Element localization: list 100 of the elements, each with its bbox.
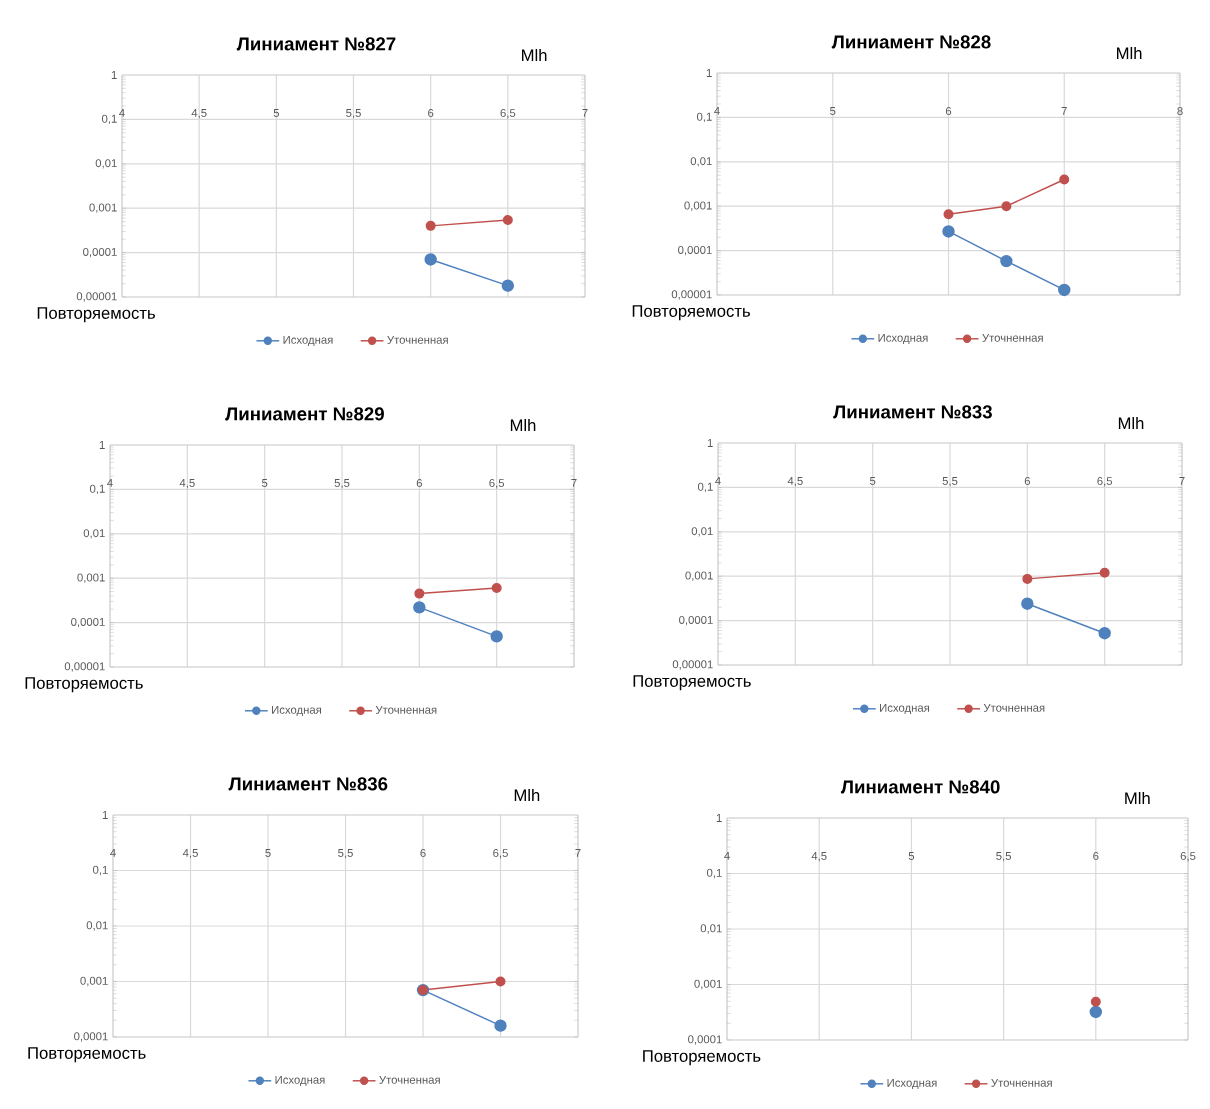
legend-label: Уточненная <box>991 1078 1052 1087</box>
y-axis-title: Повторяемость <box>643 1050 761 1066</box>
y-tick-label: 0,1 <box>101 114 117 125</box>
x-tick-label: 6,5 <box>1097 477 1113 487</box>
chart-title: Линиамент №828 <box>831 35 991 49</box>
x-axis-title: Mlh <box>1125 791 1150 805</box>
legend-label: Исходная <box>887 1078 937 1089</box>
legend-label: Исходная <box>880 703 930 714</box>
x-tick-label: 7 <box>582 109 588 117</box>
chart-title: Линиамент №840 <box>840 780 1000 794</box>
y-tick-label: 0,0001 <box>71 617 105 628</box>
x-axis-title: Mlh <box>1118 416 1144 430</box>
y-tick-label: 0,0001 <box>74 1032 108 1042</box>
y-axis-title: Повторяемость <box>25 677 143 693</box>
y-tick-label: 0,001 <box>89 203 117 213</box>
x-tick-label: 6 <box>428 109 434 118</box>
y-tick-label: 0,001 <box>77 573 105 583</box>
y-tick-label: 1 <box>716 814 722 822</box>
y-tick-label: 0,01 <box>83 529 105 539</box>
y-tick-label: 0,001 <box>80 976 108 987</box>
y-tick-label: 0,01 <box>95 159 117 169</box>
y-tick-label: 0,01 <box>690 157 712 167</box>
y-tick-label: 0,001 <box>694 979 722 990</box>
y-tick-label: 0,0001 <box>678 245 712 256</box>
x-tick-label: 5,5 <box>996 852 1012 862</box>
x-tick-label: 5 <box>908 852 915 860</box>
chart-title: Линиамент №836 <box>228 777 388 791</box>
x-tick-label: 8 <box>1177 107 1183 116</box>
y-tick-label: 0,1 <box>696 112 712 123</box>
x-tick-label: 4,5 <box>811 852 827 862</box>
legend-label: Исходная <box>283 335 333 346</box>
y-tick-label: 0,001 <box>685 571 713 581</box>
x-tick-label: 5,5 <box>346 109 361 119</box>
y-tick-label: 1 <box>102 811 108 819</box>
legend-label: Уточненная <box>379 1075 440 1084</box>
x-tick-label: 4 <box>715 477 721 485</box>
x-tick-label: 6 <box>416 479 422 488</box>
x-tick-label: 6 <box>945 107 952 116</box>
legend-label: Уточненная <box>983 703 1045 712</box>
y-tick-label: 0,00001 <box>671 290 712 300</box>
y-tick-label: 0,1 <box>706 868 722 879</box>
y-axis-title: Повторяемость <box>37 307 155 323</box>
y-tick-label: 0,01 <box>86 921 108 931</box>
y-tick-label: 0,0001 <box>83 247 117 258</box>
legend-label: Исходная <box>272 705 322 716</box>
x-tick-label: 7 <box>1061 107 1067 115</box>
legend-label: Уточненная <box>375 705 437 714</box>
x-tick-label: 5,5 <box>334 479 350 489</box>
x-tick-label: 4 <box>724 852 730 860</box>
legend-label: Уточненная <box>387 335 448 344</box>
x-tick-label: 4,5 <box>191 109 207 119</box>
x-tick-label: 6,5 <box>493 849 508 859</box>
y-tick-label: 0,001 <box>684 201 712 211</box>
y-tick-label: 0,0001 <box>679 615 713 626</box>
chart-title: Линиамент №827 <box>236 37 396 51</box>
y-axis-title: Повторяемость <box>28 1047 146 1063</box>
x-tick-label: 6 <box>1024 477 1030 486</box>
x-tick-label: 7 <box>575 849 581 857</box>
y-tick-label: 0,00001 <box>672 660 713 670</box>
x-axis-title: Mlh <box>1117 46 1142 60</box>
y-tick-label: 1 <box>706 69 712 77</box>
y-axis-title: Повторяемость <box>632 305 750 321</box>
y-tick-label: 1 <box>99 441 105 449</box>
x-tick-label: 4 <box>119 109 125 117</box>
y-axis-title: Повторяемость <box>633 675 751 691</box>
x-tick-label: 6,5 <box>489 479 505 489</box>
x-tick-label: 4 <box>714 107 720 115</box>
x-tick-label: 4,5 <box>179 479 195 489</box>
x-tick-label: 5,5 <box>942 477 958 487</box>
x-axis-title: Mlh <box>514 788 540 802</box>
y-tick-label: 0,1 <box>92 865 108 876</box>
x-tick-label: 4,5 <box>787 477 803 487</box>
x-tick-label: 4 <box>107 479 113 487</box>
y-tick-label: 0,1 <box>697 482 713 493</box>
x-tick-label: 5 <box>869 477 876 485</box>
y-tick-label: 0,00001 <box>64 662 105 672</box>
chart-title: Линиамент №833 <box>833 405 992 419</box>
y-tick-label: 1 <box>111 71 117 79</box>
x-tick-label: 6,5 <box>500 109 516 119</box>
x-tick-label: 7 <box>571 479 577 487</box>
x-tick-label: 5,5 <box>338 849 353 859</box>
legend-label: Исходная <box>878 333 928 344</box>
x-tick-label: 5 <box>830 107 836 115</box>
legend-label: Исходная <box>275 1075 325 1086</box>
x-tick-label: 6 <box>1093 852 1099 861</box>
y-tick-label: 0,00001 <box>76 292 117 302</box>
y-tick-label: 0,0001 <box>688 1035 722 1045</box>
x-tick-label: 4 <box>110 849 116 857</box>
x-tick-label: 7 <box>1179 477 1185 485</box>
x-tick-label: 5 <box>273 109 280 117</box>
y-tick-label: 0,01 <box>700 924 722 934</box>
x-tick-label: 4,5 <box>182 849 198 859</box>
x-tick-label: 5 <box>265 849 271 857</box>
x-tick-label: 5 <box>261 479 268 487</box>
y-tick-label: 1 <box>707 439 713 447</box>
legend-label: Уточненная <box>982 333 1043 342</box>
y-tick-label: 0,01 <box>691 527 713 537</box>
x-axis-title: Mlh <box>522 48 547 62</box>
chart-title: Линиамент №829 <box>225 407 384 421</box>
y-tick-label: 0,1 <box>89 484 105 495</box>
